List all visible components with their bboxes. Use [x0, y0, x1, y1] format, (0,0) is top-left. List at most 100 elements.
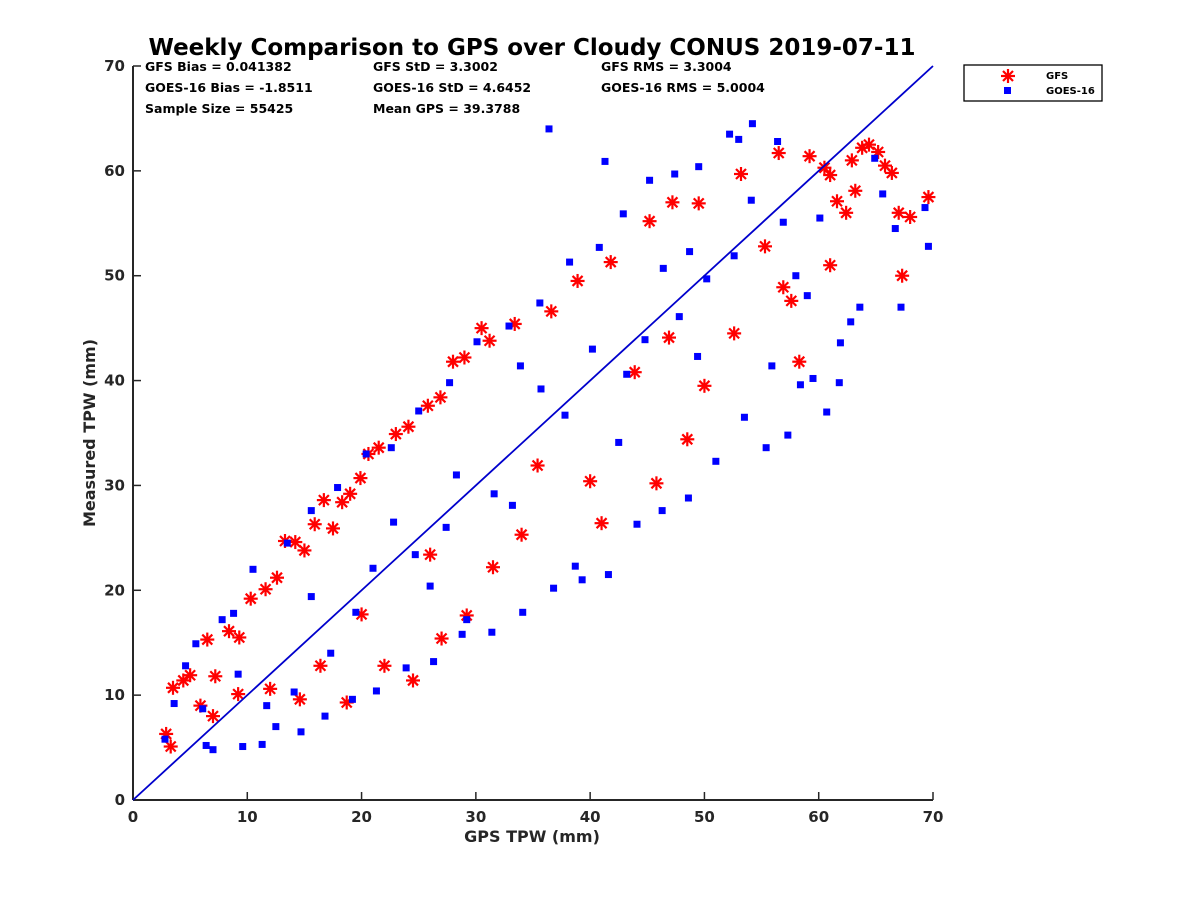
- goes16-point: [601, 157, 609, 165]
- gfs-point: [183, 668, 198, 683]
- gfs-point: [784, 293, 799, 308]
- goes16-point: [856, 303, 864, 311]
- legend: GFS GOES-16: [963, 64, 1103, 102]
- goes16-point: [490, 490, 498, 498]
- goes16-point: [633, 520, 641, 528]
- goes16-point: [897, 303, 905, 311]
- gfs-point: [642, 214, 657, 229]
- gfs-point: [270, 570, 284, 585]
- gfs-point: [222, 624, 236, 639]
- goes16-point: [694, 352, 702, 360]
- goes16-point: [402, 664, 410, 672]
- goes16-point: [369, 564, 377, 572]
- gfs-point: [727, 326, 742, 341]
- goes16-point: [249, 565, 257, 573]
- gfs-series: [159, 137, 936, 754]
- goes16-point: [519, 608, 527, 616]
- legend-box: [963, 64, 1103, 102]
- gfs-point: [232, 630, 247, 645]
- goes16-point: [536, 299, 544, 307]
- goes16-point: [545, 125, 553, 133]
- gfs-point: [446, 354, 460, 369]
- stat-sample-size: Sample Size = 55425: [145, 101, 293, 116]
- gfs-point: [802, 149, 817, 164]
- y-tick-label: 0: [115, 791, 125, 809]
- goes16-point: [430, 658, 438, 666]
- legend-gfs-marker: [1001, 69, 1015, 83]
- gfs-point: [817, 160, 832, 175]
- gfs-point: [208, 669, 223, 684]
- gfs-point: [423, 547, 438, 562]
- goes16-point: [239, 743, 247, 751]
- gfs-point: [206, 709, 220, 724]
- goes16-point: [792, 272, 800, 280]
- gfs-point: [316, 493, 331, 508]
- goes16-point: [505, 322, 513, 330]
- goes16-point: [659, 264, 667, 272]
- gfs-point: [401, 419, 416, 434]
- gfs-point: [776, 280, 791, 295]
- goes16-point: [879, 190, 887, 198]
- gfs-point: [823, 168, 838, 183]
- y-tick-label: 30: [104, 476, 125, 494]
- gfs-point: [371, 440, 386, 455]
- goes16-point: [686, 248, 694, 256]
- goes16-point: [263, 702, 271, 710]
- gfs-point: [406, 673, 420, 688]
- stat-goes-rms: GOES-16 RMS = 5.0004: [601, 80, 765, 95]
- goes16-point: [352, 608, 360, 616]
- stat-goes-std: GOES-16 StD = 4.6452: [373, 80, 531, 95]
- goes16-point: [272, 723, 280, 731]
- goes16-point: [334, 484, 342, 492]
- x-tick-label: 10: [237, 808, 258, 826]
- gfs-point: [288, 535, 303, 550]
- goes16-point: [508, 501, 516, 509]
- goes16-point: [463, 616, 471, 624]
- goes16-point: [703, 275, 711, 283]
- gfs-point: [758, 239, 772, 254]
- goes16-point: [623, 370, 631, 378]
- y-tick-label: 20: [104, 581, 125, 599]
- goes16-point: [747, 196, 755, 204]
- stat-mean-gps: Mean GPS = 39.3788: [373, 101, 520, 116]
- legend-goes16-label: GOES-16: [1046, 86, 1095, 97]
- gfs-point: [830, 194, 844, 209]
- goes16-point: [218, 616, 226, 624]
- goes16-point: [411, 551, 419, 559]
- x-tick-label: 20: [351, 808, 372, 826]
- gfs-point: [313, 658, 328, 673]
- gfs-point: [530, 458, 545, 473]
- y-tick-label: 10: [104, 686, 125, 704]
- x-tick-label: 0: [128, 808, 138, 826]
- gfs-point: [665, 195, 680, 210]
- goes16-point: [774, 137, 782, 145]
- gfs-point: [457, 350, 472, 365]
- goes16-point: [473, 338, 481, 346]
- gfs-point: [482, 333, 497, 348]
- gfs-point: [297, 543, 312, 558]
- y-tick-label: 60: [104, 162, 125, 180]
- gfs-point: [544, 304, 559, 319]
- gfs-point: [823, 258, 838, 273]
- goes16-point: [695, 163, 703, 171]
- goes16-point: [740, 413, 748, 421]
- gfs-point: [697, 378, 712, 393]
- y-tick-label: 70: [104, 57, 125, 75]
- x-tick-label: 60: [808, 808, 829, 826]
- gfs-point: [734, 167, 748, 182]
- gfs-point: [200, 632, 215, 647]
- gfs-point: [603, 255, 618, 270]
- gfs-point: [771, 146, 786, 161]
- one-to-one-line: [132, 65, 934, 801]
- gfs-point: [514, 527, 529, 542]
- gfs-point: [231, 687, 246, 702]
- y-axis-ticks: 0 10 20 30 40 50 60 70: [104, 57, 141, 809]
- chart-title: Weekly Comparison to GPS over Cloudy CON…: [149, 35, 916, 61]
- x-tick-label: 30: [465, 808, 486, 826]
- goes16-point: [730, 252, 738, 260]
- goes16-point: [762, 444, 770, 452]
- gfs-point: [583, 474, 598, 489]
- goes16-point: [550, 584, 558, 592]
- gfs-point: [353, 471, 368, 486]
- goes16-point: [458, 630, 466, 638]
